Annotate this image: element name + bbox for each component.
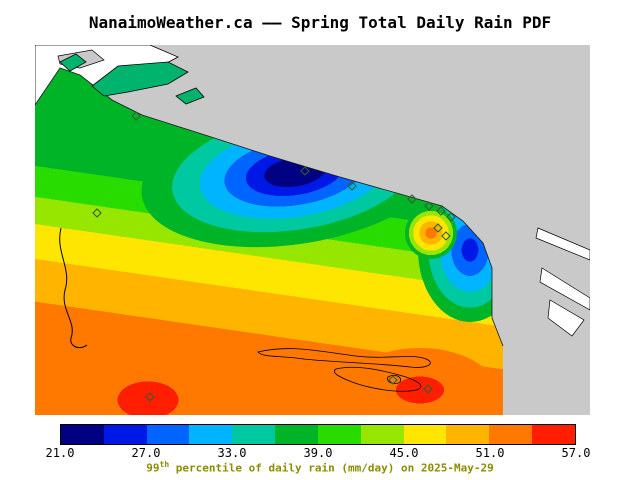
caption-sup: th bbox=[159, 460, 170, 469]
colorbar-segment-0 bbox=[61, 425, 104, 444]
colorbar-segment-8 bbox=[403, 425, 447, 444]
station-marker bbox=[423, 384, 433, 394]
station-markers bbox=[92, 111, 456, 402]
colorbar-tick-39.0: 39.0 bbox=[303, 446, 333, 460]
caption-base: 99 bbox=[146, 461, 160, 475]
west-coastline bbox=[59, 227, 88, 349]
coastline-outline bbox=[35, 67, 504, 347]
caption-rest: percentile of daily rain (mm/day) on 202… bbox=[169, 461, 494, 475]
station-marker bbox=[145, 392, 155, 402]
colorbar-segment-5 bbox=[275, 425, 318, 444]
inlet-3 bbox=[547, 299, 585, 337]
station-marker bbox=[388, 375, 398, 385]
colorbar-tick-45.0: 45.0 bbox=[389, 446, 419, 460]
island-patch-1 bbox=[91, 61, 189, 97]
colorbar-ticks: 21.0 27.0 33.0 39.0 45.0 51.0 57.0 bbox=[46, 446, 591, 460]
colorbar-tick-57.0: 57.0 bbox=[561, 446, 591, 460]
inlet-2 bbox=[539, 267, 590, 311]
station-marker bbox=[300, 166, 310, 176]
colorbar-tick-27.0: 27.0 bbox=[131, 446, 161, 460]
colorbar-segment-4 bbox=[232, 425, 276, 444]
lake-outline-2 bbox=[334, 366, 422, 392]
page-title: NanaimoWeather.ca —— Spring Total Daily … bbox=[88, 13, 552, 32]
colorbar-segment-6 bbox=[317, 425, 361, 444]
station-marker bbox=[446, 212, 456, 222]
station-marker bbox=[424, 201, 434, 211]
station-marker bbox=[433, 223, 443, 233]
station-marker bbox=[407, 194, 417, 204]
colorbar-segment-2 bbox=[146, 425, 190, 444]
colorbar-segment-1 bbox=[103, 425, 147, 444]
rain-maximum-2 bbox=[345, 348, 495, 415]
colorbar-tick-33.0: 33.0 bbox=[217, 446, 247, 460]
colorbar-tick-51.0: 51.0 bbox=[475, 446, 505, 460]
colorbar-segment-9 bbox=[446, 425, 490, 444]
station-marker bbox=[436, 206, 446, 216]
colorbar-tick-21.0: 21.0 bbox=[45, 446, 75, 460]
station-marker bbox=[131, 111, 141, 121]
rain-map bbox=[35, 45, 590, 415]
lake-outline-1 bbox=[257, 348, 431, 368]
colorbar-segment-7 bbox=[360, 425, 404, 444]
lake-outline-3 bbox=[387, 374, 402, 385]
station-marker bbox=[347, 181, 357, 191]
island-patch-2 bbox=[175, 87, 205, 105]
colorbar-segment-3 bbox=[189, 425, 233, 444]
colorbar-segment-10 bbox=[489, 425, 533, 444]
station-marker bbox=[441, 231, 451, 241]
station-marker bbox=[92, 208, 102, 218]
colorbar bbox=[60, 424, 576, 445]
rain-maximum-1 bbox=[53, 342, 243, 415]
colorbar-caption: 99th percentile of daily rain (mm/day) o… bbox=[0, 460, 640, 475]
island-patch-3 bbox=[59, 53, 87, 72]
map-svg bbox=[35, 45, 590, 415]
colorbar-segment-11 bbox=[532, 425, 575, 444]
coastal-max-spot bbox=[405, 207, 457, 259]
inlet-1 bbox=[535, 227, 590, 261]
